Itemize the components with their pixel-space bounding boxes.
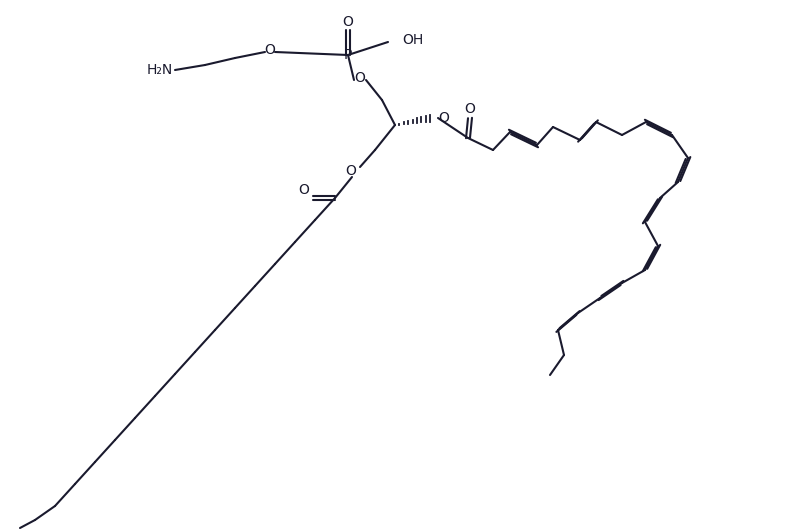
- Text: O: O: [342, 15, 353, 29]
- Text: O: O: [345, 164, 356, 178]
- Text: OH: OH: [402, 33, 423, 47]
- Text: O: O: [438, 111, 449, 125]
- Text: H₂N: H₂N: [147, 63, 173, 77]
- Text: P: P: [344, 48, 352, 62]
- Text: O: O: [265, 43, 276, 57]
- Text: O: O: [355, 71, 366, 85]
- Text: O: O: [465, 102, 476, 116]
- Text: O: O: [298, 183, 309, 197]
